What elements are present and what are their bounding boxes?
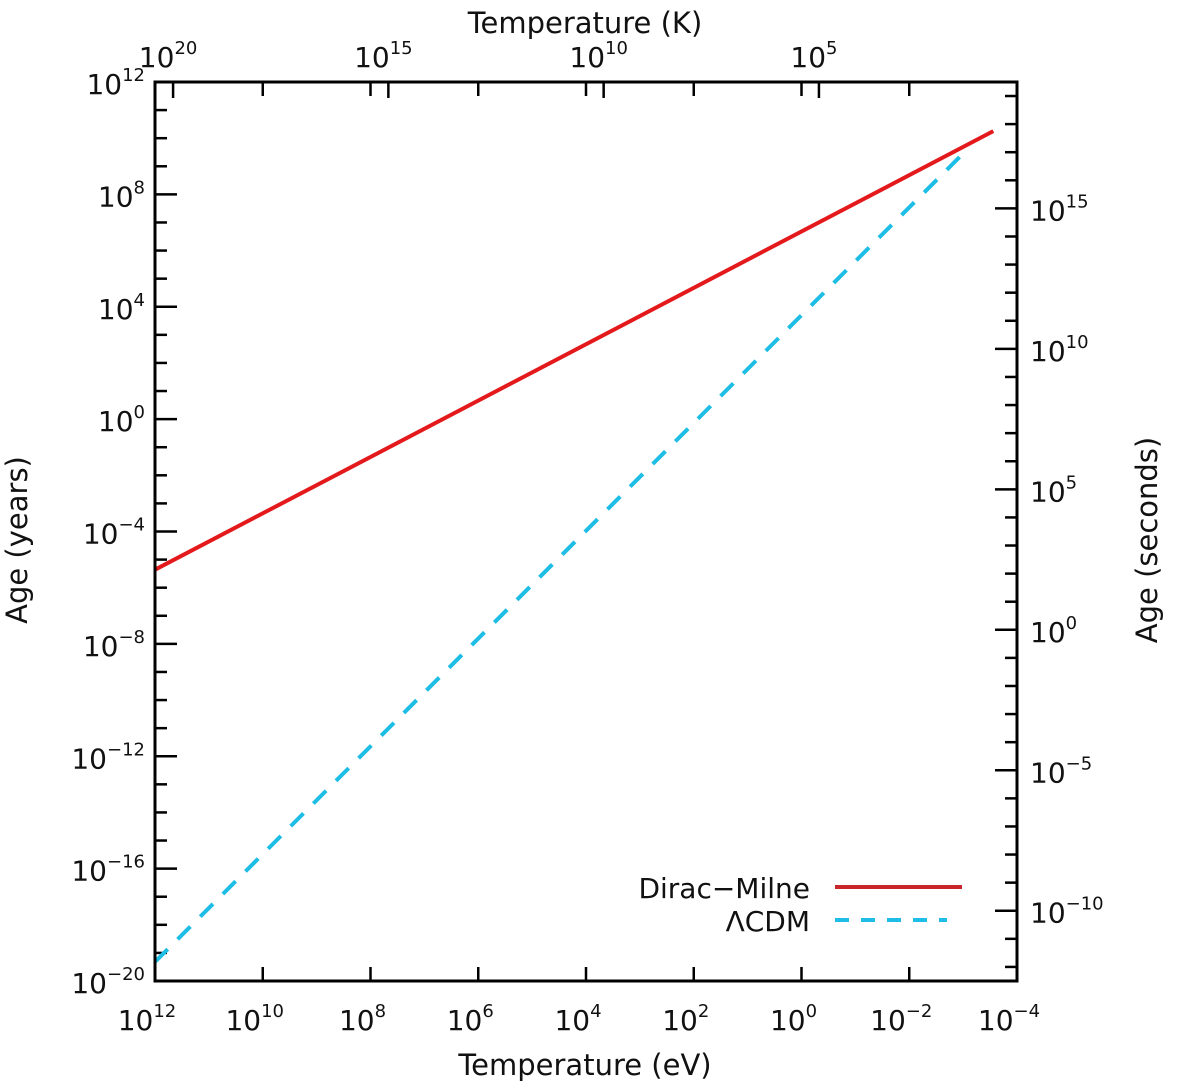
series-lines (153, 129, 995, 964)
y-tick-label: 10−4 (83, 515, 145, 551)
x2-tick-label: 105 (790, 38, 837, 74)
y2-tick-label: 1015 (1030, 191, 1089, 227)
legend-label-dirac-milne: Dirac−Milne (638, 872, 810, 905)
x-tick-label: 10−4 (978, 1001, 1040, 1037)
x-axis-title: Temperature (eV) (457, 1048, 711, 1082)
y2-tick-label: 10−5 (1030, 753, 1092, 789)
x2-axis-title: Temperature (K) (467, 6, 703, 40)
y-tick-label: 104 (98, 290, 145, 326)
dirac-milne-line (154, 129, 995, 572)
x-tick-label: 100 (770, 1001, 817, 1037)
x-tick-label: 106 (447, 1001, 494, 1037)
legend-label-lcdm: ΛCDM (726, 905, 810, 938)
y2-tick-label: 100 (1030, 613, 1077, 649)
x-tick-label: 104 (554, 1001, 601, 1037)
y-tick-label: 10−12 (71, 739, 145, 775)
y-tick-label: 10−16 (71, 852, 145, 888)
y2-tick-label: 10−10 (1030, 894, 1104, 930)
y-axis-title: Age (years) (0, 456, 34, 624)
legend: Dirac−Milne ΛCDM (638, 872, 962, 938)
plot-frame (153, 80, 1019, 983)
y-tick-label: 10−8 (83, 627, 145, 663)
x-tick-label: 108 (339, 1001, 386, 1037)
x-tick-label: 1012 (118, 1001, 177, 1037)
x-tick-label: 10−2 (870, 1001, 932, 1037)
x-tick-label: 1010 (225, 1001, 284, 1037)
x2-tick-label: 1015 (354, 38, 413, 74)
x2-tick-label: 1010 (569, 38, 628, 74)
tick-labels: 1012 1010 108 106 104 102 100 10−2 10−4 1020 1015 1… (71, 38, 1103, 1037)
y-tick-label: 1012 (86, 65, 145, 101)
y-tick-label: 10−20 (71, 964, 145, 1000)
lcdm-line (153, 148, 968, 964)
x2-tick-label: 1020 (139, 38, 198, 74)
y-tick-label: 108 (98, 177, 145, 213)
x-tick-label: 102 (662, 1001, 709, 1037)
y-tick-label: 100 (98, 402, 145, 438)
y2-axis-title: Age (seconds) (1130, 437, 1164, 643)
y2-tick-label: 105 (1030, 472, 1077, 508)
y2-tick-label: 1010 (1030, 332, 1089, 368)
